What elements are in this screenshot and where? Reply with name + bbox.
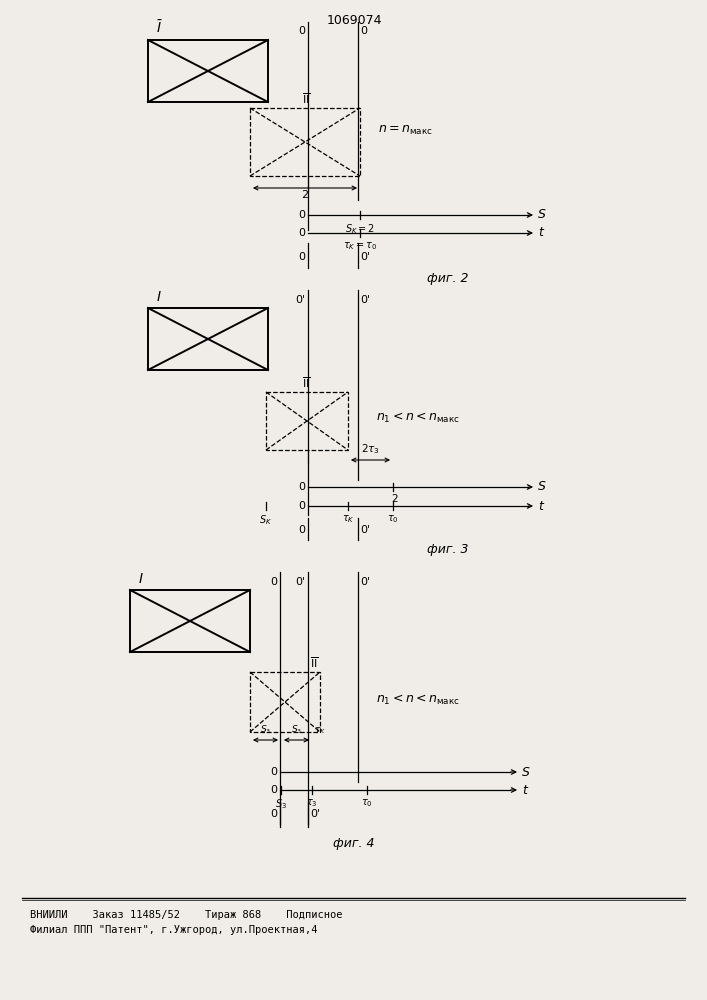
Text: $n_1{<}n{<}n_{\rm макс}$: $n_1{<}n{<}n_{\rm макс}$ xyxy=(376,693,460,707)
Text: $\tau_K{=}\tau_0$: $\tau_K{=}\tau_0$ xyxy=(343,240,378,252)
Text: $\bar{I}$: $\bar{I}$ xyxy=(156,19,163,36)
Text: $S_K$: $S_K$ xyxy=(259,513,272,527)
Text: $\overline{\rm II}$: $\overline{\rm II}$ xyxy=(310,655,319,670)
Text: S: S xyxy=(538,481,546,493)
Text: 0: 0 xyxy=(298,26,305,36)
Text: $n{=}n_{\rm макс}$: $n{=}n_{\rm макс}$ xyxy=(378,123,433,137)
Text: $\overline{\rm II}$: $\overline{\rm II}$ xyxy=(302,91,310,106)
Text: фиг. 4: фиг. 4 xyxy=(333,837,375,850)
Text: 0': 0' xyxy=(360,525,370,535)
Text: 0': 0' xyxy=(360,252,370,262)
Text: $I$: $I$ xyxy=(156,290,162,304)
Text: $S_3$: $S_3$ xyxy=(260,724,271,736)
Text: 0: 0 xyxy=(270,577,277,587)
Text: $S_3$: $S_3$ xyxy=(291,724,302,736)
Text: 0': 0' xyxy=(310,809,320,819)
Text: $\tau_K$: $\tau_K$ xyxy=(314,726,326,736)
Text: 0': 0' xyxy=(295,295,305,305)
Text: 0': 0' xyxy=(360,295,370,305)
Text: $2\tau_3$: $2\tau_3$ xyxy=(361,442,380,456)
Text: 0': 0' xyxy=(360,577,370,587)
Text: 0: 0 xyxy=(298,501,305,511)
Text: S: S xyxy=(538,209,546,222)
Text: $\tau_0$: $\tau_0$ xyxy=(387,513,399,525)
Text: фиг. 2: фиг. 2 xyxy=(427,272,469,285)
Text: $S_3$: $S_3$ xyxy=(275,797,287,811)
Text: 0: 0 xyxy=(298,482,305,492)
Text: фиг. 3: фиг. 3 xyxy=(427,543,469,556)
Text: 2: 2 xyxy=(392,494,398,504)
Text: 0: 0 xyxy=(298,525,305,535)
Text: 0: 0 xyxy=(270,767,277,777)
Text: 0: 0 xyxy=(298,252,305,262)
Text: $I$: $I$ xyxy=(138,572,144,586)
Text: $\tau_K$: $\tau_K$ xyxy=(341,513,354,525)
Text: S: S xyxy=(522,766,530,778)
Text: t: t xyxy=(538,227,543,239)
Text: $n_1{<}n{<}n_{\rm макс}$: $n_1{<}n{<}n_{\rm макс}$ xyxy=(376,411,460,425)
Text: Филиал ППП "Патент", г.Ужгород, ул.Проектная,4: Филиал ППП "Патент", г.Ужгород, ул.Проек… xyxy=(30,925,317,935)
Text: t: t xyxy=(522,784,527,796)
Text: 0': 0' xyxy=(295,577,305,587)
Text: $\tau_0$: $\tau_0$ xyxy=(361,797,373,809)
Text: 2: 2 xyxy=(301,190,308,200)
Text: 0: 0 xyxy=(270,785,277,795)
Text: 0: 0 xyxy=(298,210,305,220)
Text: $\tau_3$: $\tau_3$ xyxy=(306,797,318,809)
Text: 0: 0 xyxy=(360,26,367,36)
Text: $\overline{\rm II}$: $\overline{\rm II}$ xyxy=(302,375,310,390)
Text: $S_K{=}2$: $S_K{=}2$ xyxy=(345,222,375,236)
Text: ВНИИЛИ    Заказ 11485/52    Тираж 868    Подписное: ВНИИЛИ Заказ 11485/52 Тираж 868 Подписно… xyxy=(30,910,342,920)
Text: t: t xyxy=(538,499,543,512)
Text: 0: 0 xyxy=(298,228,305,238)
Text: 1069074: 1069074 xyxy=(326,14,382,27)
Text: 0: 0 xyxy=(270,809,277,819)
